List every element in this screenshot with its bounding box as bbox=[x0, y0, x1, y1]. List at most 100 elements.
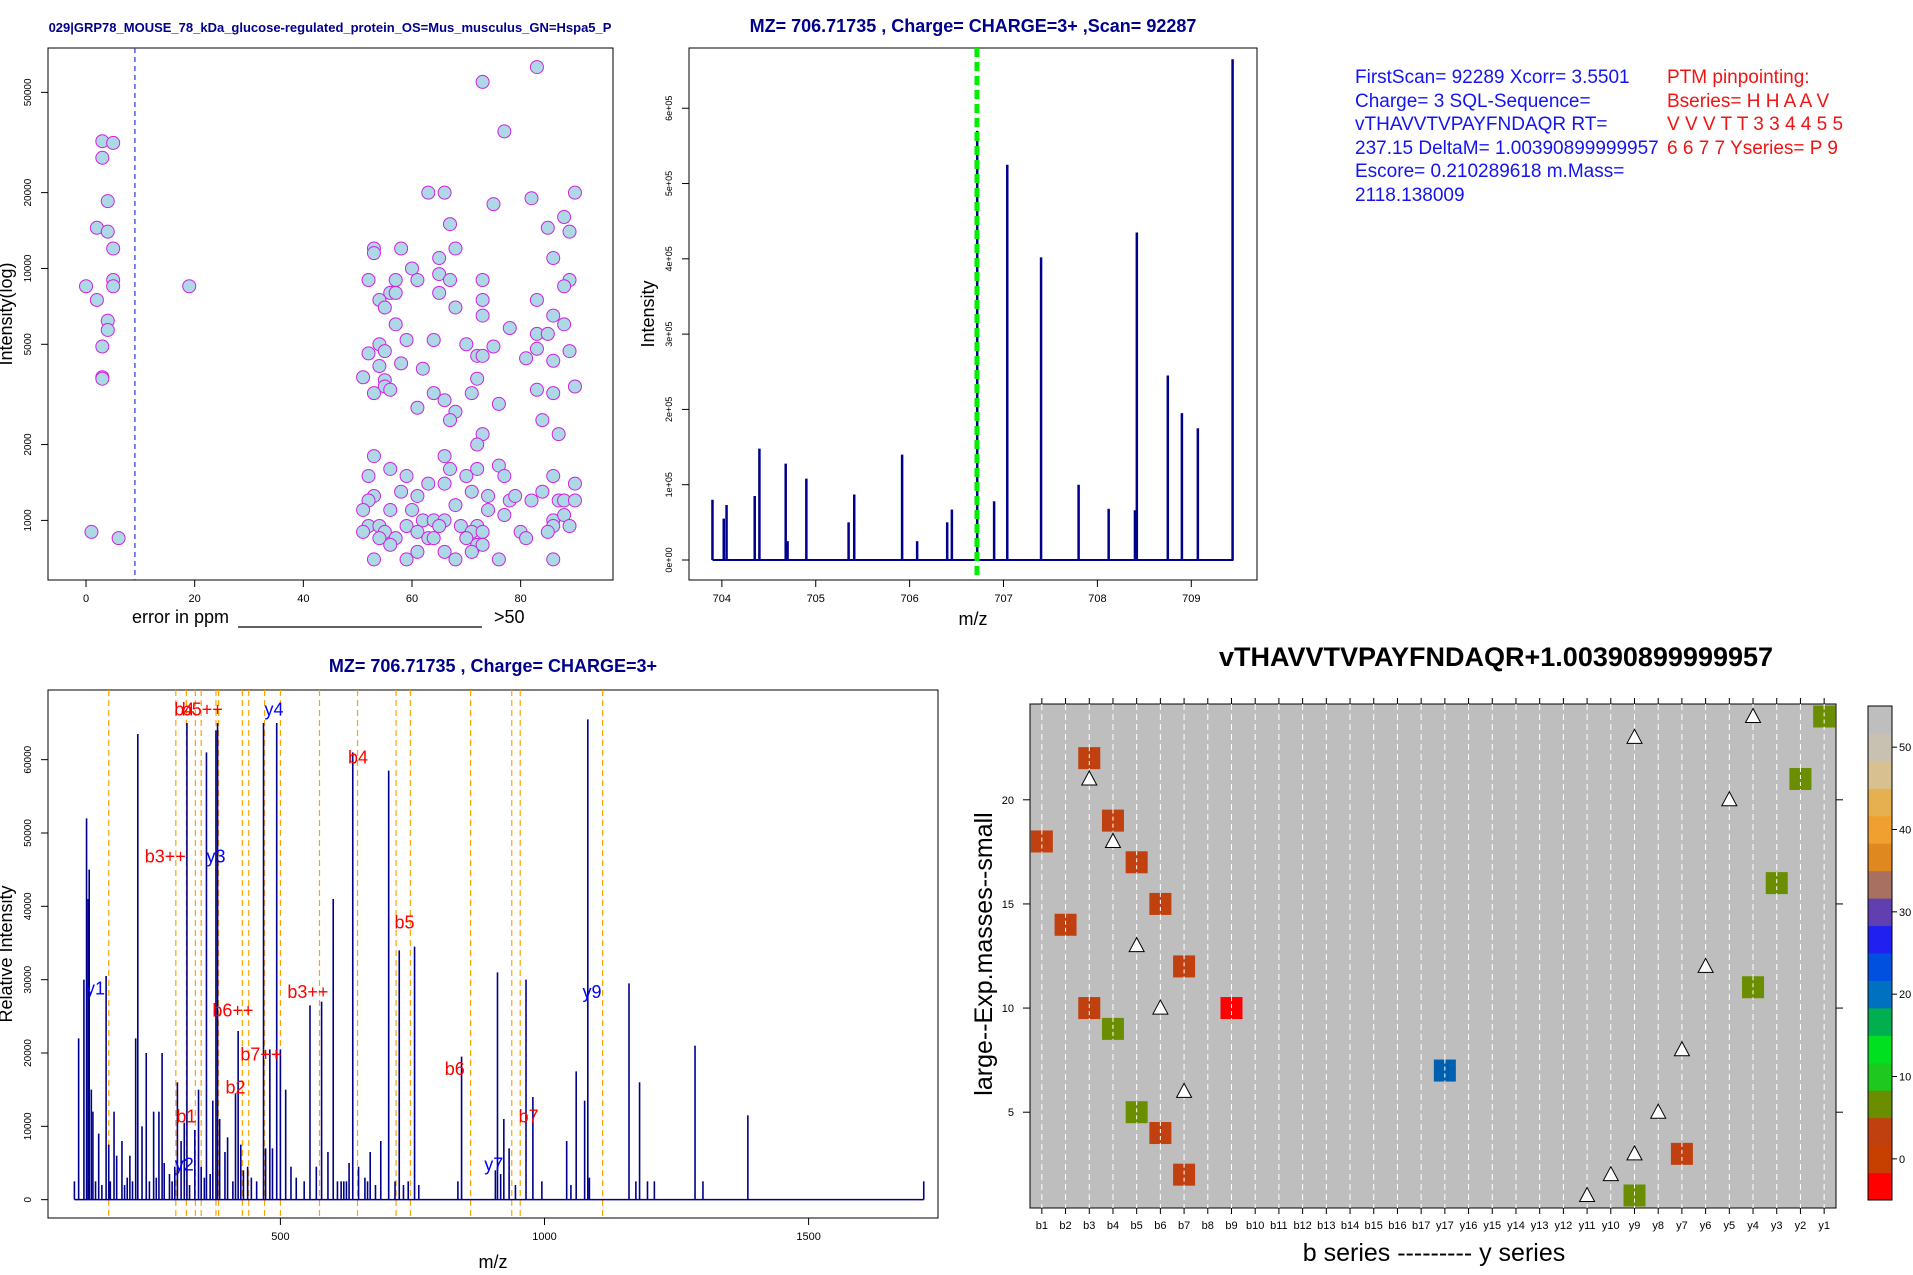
data-point bbox=[502, 321, 517, 336]
data-point bbox=[399, 469, 414, 484]
precursor-spectrum-chart: MZ= 706.71735 , Charge= CHARGE=3+ ,Scan=… bbox=[638, 16, 1258, 629]
x-tick-label: 500 bbox=[271, 1231, 289, 1243]
data-point bbox=[366, 386, 381, 401]
annotated-spectrum-chart: MZ= 706.71735 , Charge= CHARGE=3+ 500 1000… bbox=[0, 656, 939, 1272]
data-point bbox=[529, 292, 544, 307]
data-point bbox=[356, 524, 371, 539]
colorbar-segment bbox=[1868, 706, 1892, 734]
colorbar-segment bbox=[1868, 733, 1892, 762]
x-tick-label: b1 bbox=[1036, 1220, 1048, 1232]
data-point bbox=[448, 300, 463, 315]
y-axis-label: large--Exp.masses--small bbox=[970, 812, 998, 1095]
chart-title: MZ= 706.71735 , Charge= CHARGE=3+ bbox=[329, 656, 657, 676]
data-point bbox=[529, 382, 544, 397]
data-point bbox=[432, 519, 447, 534]
colorbar-segment bbox=[1868, 925, 1892, 954]
data-point bbox=[366, 246, 381, 261]
data-point bbox=[95, 371, 110, 386]
y-tick-label: 20000 bbox=[23, 1039, 34, 1067]
x-tick-label: y7 bbox=[1676, 1220, 1688, 1232]
x-tick-label: 709 bbox=[1182, 593, 1200, 605]
x-tick-label: b2 bbox=[1059, 1220, 1071, 1232]
data-point bbox=[486, 339, 501, 354]
fragment-label: b3++ bbox=[145, 846, 186, 866]
data-point bbox=[432, 267, 447, 282]
x-tick-label: 60 bbox=[406, 593, 418, 605]
chart-title: MZ= 706.71735 , Charge= CHARGE=3+ ,Scan=… bbox=[750, 16, 1197, 36]
y-tick-label: 50000 bbox=[23, 819, 34, 847]
x-tick-label: 705 bbox=[807, 593, 825, 605]
data-point bbox=[437, 476, 452, 491]
data-point bbox=[377, 344, 392, 359]
data-point bbox=[475, 348, 490, 363]
x-tick-label: y3 bbox=[1771, 1220, 1783, 1232]
data-point bbox=[356, 370, 371, 385]
data-point bbox=[546, 552, 561, 567]
data-point bbox=[410, 544, 425, 559]
expected-mass-marker bbox=[1578, 1186, 1596, 1203]
data-point bbox=[361, 272, 376, 287]
y-tick-label: 10 bbox=[1002, 1003, 1014, 1015]
data-point bbox=[481, 488, 496, 503]
colorbar-segment bbox=[1868, 760, 1892, 789]
y-tick-label: 0e+00 bbox=[664, 547, 674, 572]
data-point bbox=[399, 519, 414, 534]
colorbar-segment bbox=[1868, 898, 1892, 927]
y-tick-label: 2000 bbox=[23, 433, 34, 456]
data-point bbox=[475, 308, 490, 323]
data-point bbox=[437, 449, 452, 464]
data-point bbox=[459, 531, 474, 546]
x-tick-label: y1 bbox=[1818, 1220, 1830, 1232]
data-point bbox=[567, 493, 582, 508]
data-point bbox=[497, 469, 512, 484]
y-tick-label: 20 bbox=[1002, 795, 1014, 807]
data-point bbox=[437, 185, 452, 200]
y-tick-label: 2e+05 bbox=[664, 397, 674, 422]
colorbar-segment bbox=[1868, 843, 1892, 872]
y-tick-label: 20000 bbox=[23, 178, 34, 206]
data-point bbox=[519, 351, 534, 366]
fragment-label: b5++ bbox=[182, 700, 223, 720]
y-tick-label: 30000 bbox=[23, 965, 34, 993]
ppm-error-chart: 029|GRP78_MOUSE_78_kDa_glucose-regulated… bbox=[0, 20, 614, 628]
fragment-label: y2 bbox=[175, 1154, 194, 1174]
fragment-label: y1 bbox=[86, 978, 105, 998]
x-tick-label: b3 bbox=[1083, 1220, 1095, 1232]
data-point bbox=[546, 469, 561, 484]
data-point bbox=[95, 339, 110, 354]
data-point bbox=[497, 508, 512, 523]
data-point bbox=[399, 333, 414, 348]
data-point bbox=[443, 461, 458, 476]
data-point bbox=[415, 361, 430, 376]
data-point bbox=[524, 191, 539, 206]
data-point bbox=[459, 469, 474, 484]
data-point bbox=[475, 537, 490, 552]
x-tick-label: b9 bbox=[1225, 1220, 1237, 1232]
expected-mass-marker bbox=[1697, 957, 1714, 973]
expected-mass-marker bbox=[1152, 999, 1169, 1015]
fragment-label: b2 bbox=[225, 1077, 245, 1097]
y-tick-label: 15 bbox=[1002, 899, 1014, 911]
data-point bbox=[491, 552, 506, 567]
y-tick-label: 1000 bbox=[23, 509, 34, 532]
data-point bbox=[394, 356, 409, 371]
x-tick-label: y14 bbox=[1507, 1220, 1525, 1232]
y-tick-label: 4e+05 bbox=[664, 246, 674, 271]
data-point bbox=[443, 272, 458, 287]
x-tick-label: y5 bbox=[1724, 1220, 1736, 1232]
data-point bbox=[79, 279, 94, 294]
data-point bbox=[470, 371, 485, 386]
data-point bbox=[106, 135, 121, 150]
data-point bbox=[491, 396, 506, 411]
data-point bbox=[437, 393, 452, 408]
x-tick-label: 80 bbox=[515, 593, 527, 605]
data-point bbox=[529, 60, 544, 75]
fragment-label: b7 bbox=[519, 1107, 539, 1127]
data-point bbox=[470, 437, 485, 452]
data-point bbox=[84, 524, 99, 539]
data-point bbox=[106, 241, 121, 256]
data-point bbox=[394, 484, 409, 499]
chart-title: vTHAVVTVPAYFNDAQR+1.00390899999957 bbox=[1219, 642, 1773, 672]
data-point bbox=[475, 292, 490, 307]
ptm-pinpointing-info: PTM pinpointing: Bseries= H H A A V V V … bbox=[1667, 67, 1844, 159]
